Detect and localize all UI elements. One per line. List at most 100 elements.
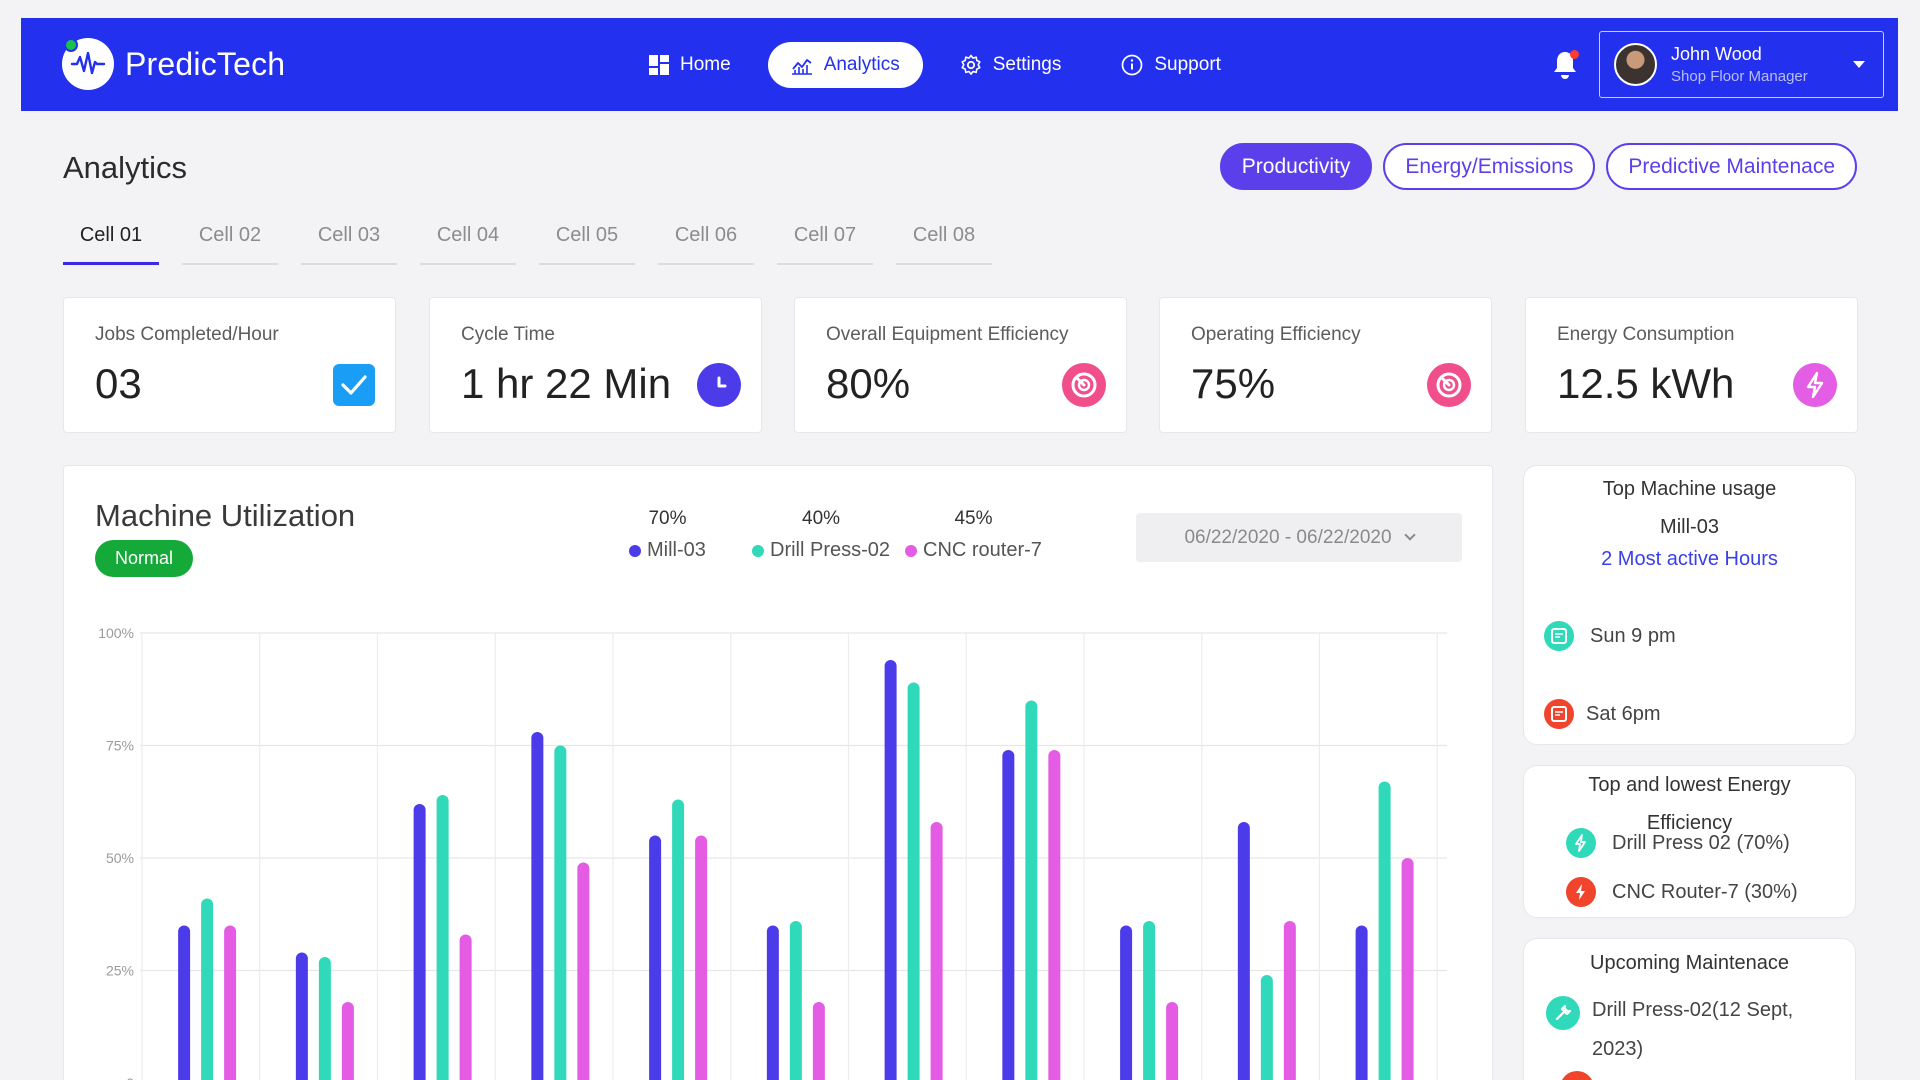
nav-settings[interactable]: Settings [937, 42, 1085, 88]
bar-mill-03-3[interactable] [413, 804, 426, 1080]
bar-drill-press-02-6[interactable] [789, 921, 802, 1080]
legend-dot [752, 544, 764, 557]
bar-drill-press-02-2[interactable] [318, 957, 331, 1080]
user-name: John Wood [1671, 44, 1762, 64]
bar-cnc-router-7-5[interactable] [695, 835, 708, 1080]
bolt-icon [1566, 877, 1596, 907]
brand[interactable]: PredicTech [62, 38, 285, 90]
bar-drill-press-02-9[interactable] [1143, 921, 1156, 1080]
notification-bell[interactable] [1549, 48, 1581, 82]
utilization-bar-chart: 0 25% 50% 75% 100% [98, 625, 1447, 1080]
kpi-label: Operating Efficiency [1191, 324, 1361, 345]
nav-support-label: Support [1154, 54, 1221, 75]
bar-cnc-router-7-6[interactable] [812, 1002, 825, 1080]
kpi-card-operating-efficiency: Operating Efficiency 75% [1159, 297, 1492, 433]
bar-cnc-router-7-10[interactable] [1283, 921, 1296, 1080]
nav-home[interactable]: Home [626, 42, 754, 88]
nav-support[interactable]: Support [1098, 42, 1244, 88]
bar-mill-03-1[interactable] [178, 925, 191, 1080]
nav-home-label: Home [680, 54, 731, 75]
bar-cnc-router-7-11[interactable] [1401, 858, 1414, 1080]
bar-mill-03-8[interactable] [1002, 750, 1015, 1080]
top-machine-name: Mill-03 [1660, 516, 1719, 538]
bar-cnc-router-7-1[interactable] [224, 925, 237, 1080]
bar-drill-press-02-11[interactable] [1378, 781, 1391, 1080]
tab-cell-01[interactable]: Cell 01 [63, 220, 159, 265]
legend-item-cnc-router-7: 45% CNC router-7 [905, 508, 1042, 562]
bar-mill-03-5[interactable] [649, 835, 662, 1080]
kpi-value: 03 [95, 360, 142, 407]
bar-drill-press-02-7[interactable] [907, 682, 920, 1080]
active-hours-link[interactable]: 2 Most active Hours [1601, 548, 1778, 570]
bar-cnc-router-7-8[interactable] [1048, 750, 1061, 1080]
upcoming-maintenance-card: Upcoming Maintenace Drill Press-02(12 Se… [1523, 938, 1856, 1080]
view-tabs: Productivity Energy/Emissions Predictive… [1209, 143, 1857, 190]
legend-pct: 70% [648, 508, 687, 529]
bar-mill-03-9[interactable] [1120, 925, 1133, 1080]
tab-productivity[interactable]: Productivity [1219, 143, 1373, 190]
bar-cnc-router-7-2[interactable] [341, 1002, 354, 1080]
bar-drill-press-02-5[interactable] [672, 799, 685, 1080]
tab-cell-08[interactable]: Cell 08 [896, 220, 992, 265]
tab-predictive-maintenance[interactable]: Predictive Maintenace [1606, 143, 1857, 190]
bar-cnc-router-7-3[interactable] [459, 934, 472, 1080]
user-menu[interactable]: John Wood Shop Floor Manager [1599, 31, 1884, 98]
bar-mill-03-6[interactable] [766, 925, 779, 1080]
bar-mill-03-10[interactable] [1237, 822, 1250, 1080]
y-tick-label: 100% [98, 625, 134, 641]
tab-cell-03[interactable]: Cell 03 [301, 220, 397, 265]
gauge-icon [1062, 363, 1106, 407]
bar-cnc-router-7-4[interactable] [577, 862, 590, 1080]
kpi-label: Energy Consumption [1557, 324, 1735, 345]
bar-cnc-router-7-9[interactable] [1166, 1002, 1179, 1080]
list-item: Drill Press-02(12 Sept, 2023) [1546, 991, 1793, 1069]
legend-name: CNC router-7 [923, 539, 1042, 561]
gear-icon [961, 54, 981, 75]
page-title: Analytics [63, 150, 188, 185]
kpi-card-jobs: Jobs Completed/Hour 03 [63, 297, 396, 433]
bar-drill-press-02-8[interactable] [1025, 700, 1038, 1080]
legend-pct: 40% [802, 508, 841, 529]
bar-cnc-router-7-7[interactable] [930, 822, 943, 1080]
date-range-value: 06/22/2020 - 06/22/2020 [1184, 526, 1392, 548]
bar-drill-press-02-4[interactable] [554, 745, 567, 1080]
cell-tabs: Cell 01 Cell 02 Cell 03 Cell 04 Cell 05 … [63, 220, 1015, 265]
gauge-icon [1427, 363, 1471, 407]
bar-mill-03-7[interactable] [884, 660, 897, 1080]
bar-mill-03-2[interactable] [295, 952, 308, 1080]
list-item: Drill Press 02 (70%) [1566, 828, 1790, 858]
active-hour-label: Sun 9 pm [1590, 624, 1676, 647]
tab-cell-02[interactable]: Cell 02 [182, 220, 278, 265]
bar-mill-03-11[interactable] [1355, 925, 1368, 1080]
kpi-label: Cycle Time [461, 324, 555, 345]
y-tick-label: 25% [106, 963, 134, 979]
energy-row-label: Drill Press 02 (70%) [1612, 831, 1790, 854]
legend-dot [905, 544, 917, 557]
tab-cell-07[interactable]: Cell 07 [777, 220, 873, 265]
top-machine-usage-card: Top Machine usage Mill-03 2 Most active … [1523, 465, 1856, 745]
kpi-value: 1 hr 22 Min [461, 360, 672, 407]
clock-icon [697, 363, 741, 407]
calendar-icon [1544, 699, 1574, 729]
kpi-card-oee: Overall Equipment Efficiency 80% [794, 297, 1127, 433]
bar-drill-press-02-3[interactable] [436, 795, 449, 1080]
energy-row-label: CNC Router-7 (30%) [1612, 880, 1798, 903]
energy-efficiency-card: Top and lowest Energy Efficiency Drill P… [1523, 765, 1856, 918]
bar-drill-press-02-1[interactable] [201, 898, 214, 1080]
nav-analytics-label: Analytics [823, 54, 900, 75]
legend-item-drill-press-02: 40% Drill Press-02 [752, 508, 890, 562]
list-item: Sun 9 pm [1544, 621, 1676, 651]
tab-energy-emissions[interactable]: Energy/Emissions [1383, 143, 1596, 190]
kpi-label: Overall Equipment Efficiency [826, 324, 1069, 345]
kpi-label: Jobs Completed/Hour [95, 324, 279, 345]
nav-analytics[interactable]: Analytics [767, 42, 923, 88]
date-range-select[interactable]: 06/22/2020 - 06/22/2020 [1136, 513, 1462, 562]
user-role: Shop Floor Manager [1671, 68, 1808, 85]
tab-cell-06[interactable]: Cell 06 [658, 220, 754, 265]
bar-drill-press-02-10[interactable] [1260, 975, 1273, 1080]
chart-title: Machine Utilization [95, 498, 356, 533]
status-badge: Normal [95, 540, 194, 577]
tab-cell-04[interactable]: Cell 04 [420, 220, 516, 265]
bar-mill-03-4[interactable] [531, 732, 544, 1080]
tab-cell-05[interactable]: Cell 05 [539, 220, 635, 265]
